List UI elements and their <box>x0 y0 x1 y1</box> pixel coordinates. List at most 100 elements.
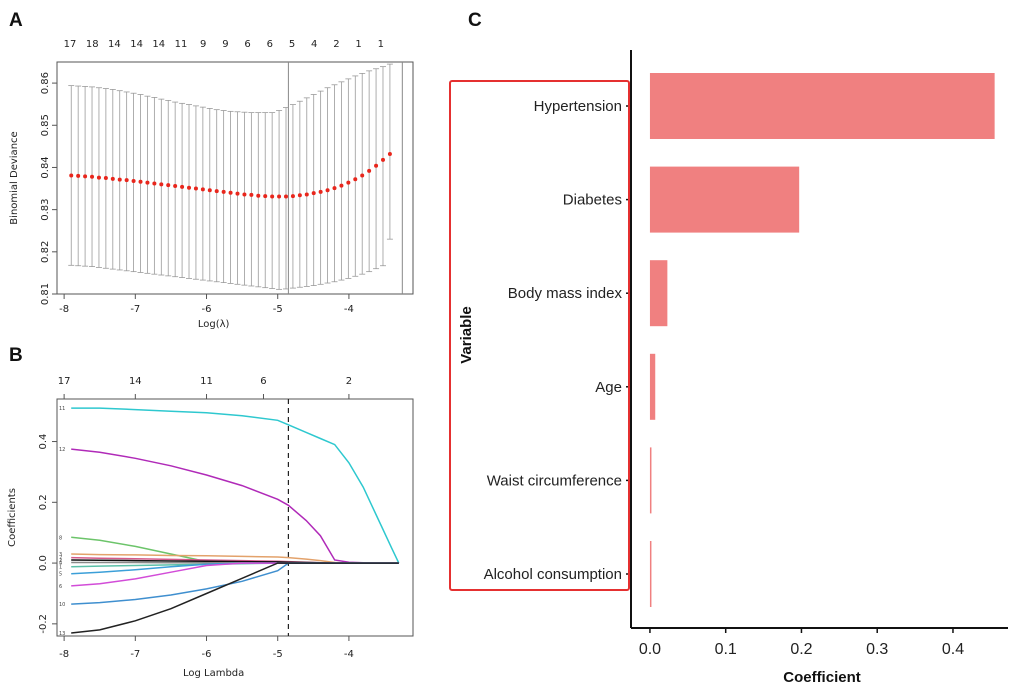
panel-c-x-tick-label: 0.1 <box>715 641 737 658</box>
panel-c-label: C <box>468 10 482 31</box>
panel-a-cv-point <box>83 174 88 179</box>
panel-a-cv-point <box>173 184 178 189</box>
panel-c-bar <box>649 541 652 607</box>
panel-a-label: A <box>9 10 23 31</box>
panel-b-path-label: 11 <box>59 406 65 412</box>
panel-b-coefficient-paths: -8 -7 -6 -5 -4-0.20.00.20.417 14 11 6 2111283724… <box>38 376 414 660</box>
panel-a-cv-point <box>367 168 372 173</box>
panel-a-top-axis-label: 14 <box>152 39 165 50</box>
panel-a-y-tick-label: 0.86 <box>40 72 51 94</box>
panel-a-cv-point <box>110 176 115 181</box>
panel-a-top-axis-label: 5 <box>289 39 295 50</box>
panel-a-cv-point <box>284 194 289 199</box>
panel-a-cv-point <box>380 157 385 162</box>
panel-a-x-tick-label: -5 <box>273 304 283 315</box>
panel-b-x-tick-label: -6 <box>202 649 212 660</box>
panel-b-top-axis-label: 17 <box>58 376 71 387</box>
panel-a-top-axis-label: 11 <box>175 39 188 50</box>
panel-a-y-tick-label: 0.82 <box>40 241 51 263</box>
panel-a-x-tick-label: -4 <box>344 304 354 315</box>
panel-a-cv-point <box>200 187 205 192</box>
panel-a-cv-point <box>138 179 143 184</box>
panel-a-cv-point <box>117 177 122 182</box>
panel-b-path-label: 7 <box>59 556 62 562</box>
panel-a-cv-point <box>187 185 192 190</box>
panel-b-top-axis-label: 11 <box>200 376 213 387</box>
panel-a-y-axis-label: Binomial Deviance <box>9 131 20 224</box>
panel-a-y-tick-label: 0.85 <box>40 114 51 136</box>
panel-a-cv-point <box>263 194 268 199</box>
panel-b-path-label: 5 <box>59 572 62 578</box>
panel-c-x-tick-label: 0.0 <box>639 641 661 658</box>
panel-c-category-label: Body mass index <box>508 285 623 302</box>
panel-a-cv-point <box>152 181 157 186</box>
panel-a-y-tick-label: 0.84 <box>40 156 51 178</box>
panel-b-y-tick-label: 0.2 <box>38 494 49 510</box>
panel-a-cv-point <box>69 173 74 178</box>
panel-b-path-label: 8 <box>59 535 62 541</box>
panel-a-top-axis-label: 2 <box>333 39 339 50</box>
panel-a-cv-point <box>145 180 150 185</box>
panel-a-cv-point <box>166 183 171 188</box>
panel-b-path-label: 4 <box>59 560 62 566</box>
panel-b-plot-frame <box>56 398 414 637</box>
panel-b-top-axis-label: 6 <box>260 376 266 387</box>
panel-c-x-tick-label: 0.3 <box>866 641 888 658</box>
panel-c-variable-highlight-box <box>449 80 630 591</box>
panel-a-cv-point <box>214 189 219 194</box>
panel-a-cv-point <box>242 192 247 197</box>
panel-c-category-label: Waist circumference <box>487 472 622 489</box>
panel-c-category-label: Alcohol consumption <box>484 566 622 583</box>
panel-a-top-axis-label: 1 <box>355 39 361 50</box>
panel-c-bar <box>649 353 656 420</box>
panel-a-cv-point <box>374 163 379 168</box>
panel-c-category-label: Diabetes <box>563 192 622 209</box>
panel-a-top-axis-label: 9 <box>222 39 228 50</box>
panel-c-x-tick-label: 0.2 <box>790 641 812 658</box>
panel-a-cv-point <box>96 175 101 180</box>
panel-a-y-tick-label: 0.81 <box>40 283 51 305</box>
panel-b-x-axis-label: Log Lambda <box>183 668 244 679</box>
panel-b-top-axis-label: 14 <box>129 376 142 387</box>
panel-b-y-axis-label: Coefficients <box>7 488 18 547</box>
panel-a-top-axis-label: 6 <box>244 39 250 50</box>
panel-a-top-axis-label: 14 <box>130 39 143 50</box>
panel-a-cv-point <box>249 192 254 197</box>
panel-b-x-tick-label: -5 <box>273 649 283 660</box>
panel-a-y-tick-label: 0.83 <box>40 199 51 221</box>
panel-a-cv-point <box>325 188 330 193</box>
panel-a-cv-point <box>103 176 108 180</box>
panel-a-top-axis-label: 14 <box>108 39 121 50</box>
panel-a-x-tick-label: -7 <box>130 304 140 315</box>
panel-a-cv-point <box>353 177 358 182</box>
panel-a-top-axis-label: 1 <box>378 39 384 50</box>
panel-b-coefficient-path <box>71 407 400 564</box>
panel-b-coefficient-path <box>71 562 399 634</box>
panel-a-cv-point <box>290 194 295 199</box>
panel-a-cv-point <box>387 151 392 156</box>
panel-a-top-axis-label: 18 <box>86 39 99 50</box>
panel-a-x-tick-label: -6 <box>202 304 212 315</box>
panel-c-bar <box>649 166 800 233</box>
panel-a-cv-point <box>90 174 95 179</box>
panel-c-category-label: Age <box>595 379 622 396</box>
panel-a-x-axis-label: Log(λ) <box>198 319 230 330</box>
panel-a-cv-point <box>318 189 323 194</box>
panel-c-bar <box>649 73 995 139</box>
panel-a-cv-point <box>221 189 226 194</box>
panel-c-bar <box>649 260 668 327</box>
panel-b-y-tick-label: -0.2 <box>38 614 49 634</box>
panel-a-top-axis-label: 6 <box>267 39 273 50</box>
panel-b-x-tick-label: -8 <box>59 649 69 660</box>
panel-a-cv-point <box>193 186 198 191</box>
panel-b-coefficient-path <box>71 562 399 605</box>
panel-b-path-label: 3 <box>59 552 62 558</box>
panel-b-path-label: 1 <box>59 565 62 571</box>
panel-a-cv-point <box>124 178 129 183</box>
panel-a-cv-point <box>235 191 240 196</box>
panel-c-y-axis-label: Variable <box>458 306 475 364</box>
panel-b-top-axis-label: 2 <box>346 376 352 387</box>
panel-b-x-tick-label: -4 <box>344 649 354 660</box>
